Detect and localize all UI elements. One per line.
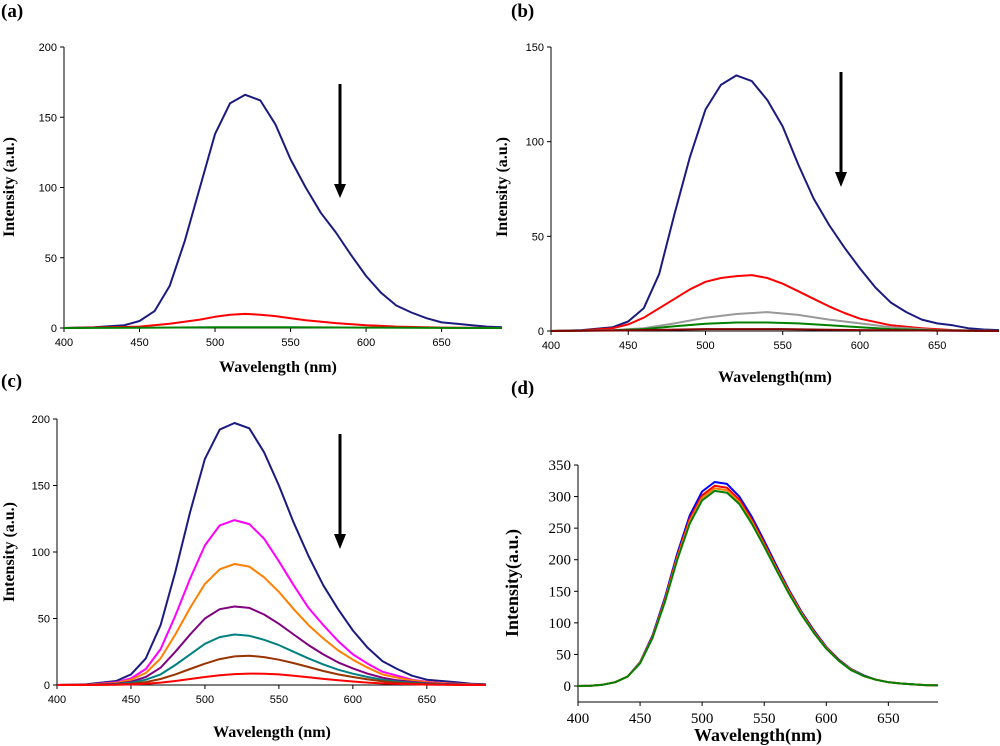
x-tick-label: 400 <box>55 337 73 349</box>
series-line-navy <box>56 422 487 686</box>
series-line-green <box>63 326 503 329</box>
x-tick-label: 550 <box>753 711 776 727</box>
series-line-red <box>577 484 939 687</box>
panel-b: (b) 0 50 100 150 400 450 500 550 600 650 Waveleng… <box>494 1 1000 386</box>
panel-a-letter: (a) <box>1 1 23 22</box>
x-tick-label: 600 <box>815 711 838 727</box>
x-tick-label: 400 <box>542 340 560 352</box>
y-tick-label: 100 <box>549 616 572 632</box>
y-tick-label: 0 <box>44 680 50 692</box>
y-tick-label: 50 <box>532 231 544 243</box>
y-tick-label: 50 <box>556 647 571 663</box>
series-line-magenta <box>56 519 487 686</box>
series-line-blue <box>577 481 939 687</box>
y-tick-label: 0 <box>564 679 572 695</box>
x-tick-label: 550 <box>774 340 792 352</box>
panel-d-xlabel: Wavelength(nm) <box>694 725 822 746</box>
y-tick-label: 150 <box>526 42 544 54</box>
panel-d-plot: 0 50 100 150 200 250 300 350 400 450 500 550 600 650 <box>549 458 939 727</box>
x-tick-label: 450 <box>122 694 140 706</box>
y-tick-label: 100 <box>39 183 57 195</box>
y-tick-label: 100 <box>32 547 50 559</box>
panel-c-ylabel: Intensity (a.u.) <box>1 502 18 602</box>
y-tick-label: 0 <box>51 323 57 335</box>
x-tick-label: 400 <box>567 711 590 727</box>
panel-a-xlabel: Wavelength (nm) <box>219 359 337 376</box>
series-line-green <box>577 489 939 687</box>
x-tick-label: 650 <box>432 337 450 349</box>
series-line-navy <box>550 74 1000 332</box>
series-line-red <box>63 312 503 329</box>
panel-b-plot: 0 50 100 150 400 450 500 550 600 650 <box>526 42 1000 352</box>
x-tick-label: 500 <box>206 337 224 349</box>
panel-b-arrow <box>835 72 847 187</box>
panel-c-plot: 0 50 100 150 200 400 450 500 550 600 650 <box>32 414 487 706</box>
x-tick-label: 500 <box>196 694 214 706</box>
y-tick-label: 150 <box>549 584 572 600</box>
y-tick-label: 200 <box>39 42 57 54</box>
x-tick-label: 650 <box>877 711 900 727</box>
x-tick-label: 450 <box>629 711 652 727</box>
x-tick-label: 650 <box>928 340 946 352</box>
series-line-red <box>550 274 1000 332</box>
x-tick-label: 600 <box>357 337 375 349</box>
x-tick-label: 600 <box>851 340 869 352</box>
y-tick-label: 0 <box>538 326 544 338</box>
panel-d: (d) 0 50 100 150 200 250 300 350 400 450 500 550 600… <box>502 378 939 746</box>
y-tick-label: 100 <box>526 137 544 149</box>
series-line-maroon <box>550 328 1000 332</box>
panel-b-ylabel: Intensity (a.u.) <box>494 137 511 237</box>
x-tick-label: 550 <box>270 694 288 706</box>
y-tick-label: 200 <box>32 414 50 426</box>
series-line-orange <box>56 563 487 686</box>
y-tick-label: 150 <box>39 112 57 124</box>
y-tick-label: 350 <box>549 458 572 474</box>
series-line-green <box>550 321 1000 332</box>
y-tick-label: 300 <box>549 490 572 506</box>
series-line-red <box>57 672 487 686</box>
panel-a-arrow <box>334 84 346 198</box>
y-tick-label: 200 <box>549 553 572 569</box>
x-tick-label: 450 <box>130 337 148 349</box>
series-line-orange <box>577 487 939 687</box>
panel-b-xlabel: Wavelength(nm) <box>718 369 832 386</box>
panel-c-xlabel: Wavelength (nm) <box>213 724 331 741</box>
x-tick-label: 550 <box>281 337 299 349</box>
panel-c-letter: (c) <box>1 371 22 392</box>
x-tick-label: 400 <box>48 694 66 706</box>
panel-a-ylabel: Intensity (a.u.) <box>1 137 18 237</box>
panel-d-letter: (d) <box>511 378 534 399</box>
y-tick-label: 50 <box>45 253 57 265</box>
panel-c: (c) 0 50 100 150 200 400 450 500 550 600 650 Wavel… <box>1 371 487 741</box>
y-tick-label: 50 <box>38 614 50 626</box>
x-tick-label: 450 <box>619 340 637 352</box>
panel-c-arrow <box>334 434 346 549</box>
series-line-navy <box>63 93 503 329</box>
x-tick-label: 500 <box>691 711 714 727</box>
x-tick-label: 500 <box>696 340 714 352</box>
x-tick-label: 650 <box>418 694 436 706</box>
panel-a: (a) 0 50 100 150 200 400 450 500 550 600 650 Wavel… <box>1 1 503 376</box>
y-tick-label: 150 <box>32 481 50 493</box>
x-tick-label: 600 <box>344 694 362 706</box>
panel-d-ylabel: Intensity(a.u.) <box>502 529 523 637</box>
panel-b-letter: (b) <box>511 1 534 22</box>
y-tick-label: 250 <box>549 521 572 537</box>
panel-a-plot: 0 50 100 150 200 400 450 500 550 600 650 <box>39 42 503 349</box>
